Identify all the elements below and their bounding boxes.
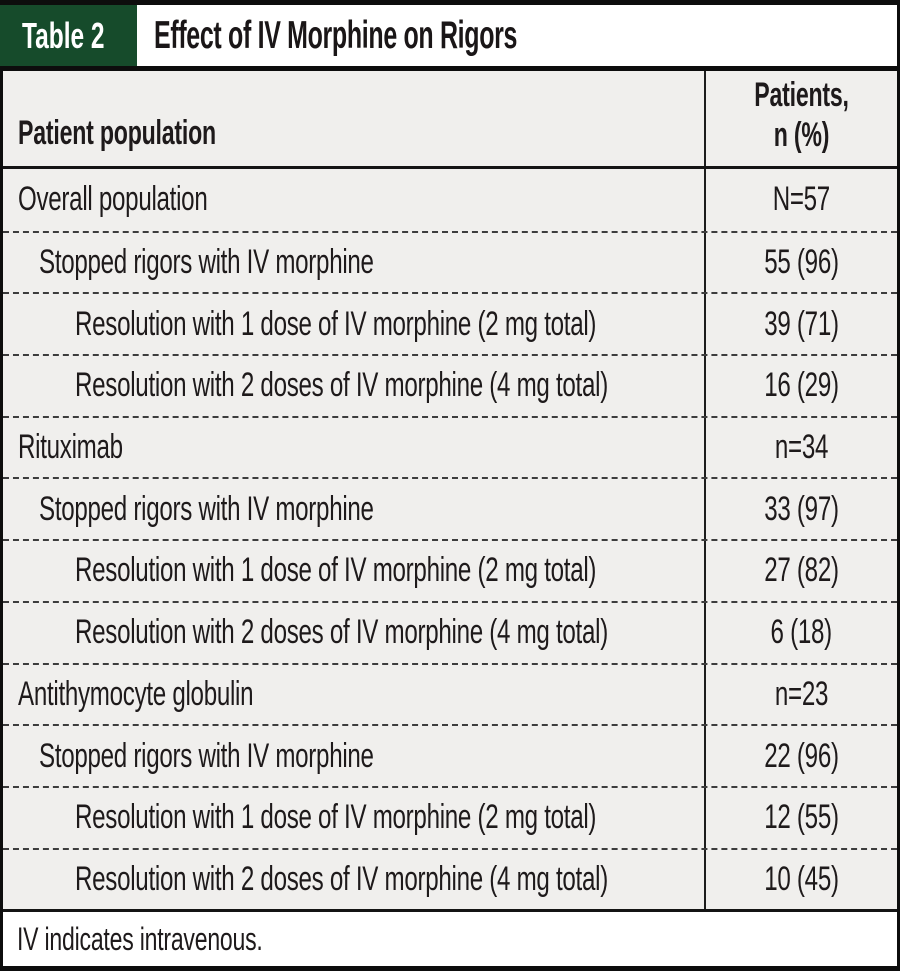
table-title-band: Table 2 Effect of IV Morphine on Rigors (0, 5, 900, 66)
table-row: Resolution with 1 dose of IV morphine (2… (3, 539, 897, 601)
table-row: Rituximab n=34 (3, 415, 897, 478)
table-row: Resolution with 2 doses of IV morphine (… (3, 847, 897, 910)
row-value: 55 (96) (764, 243, 839, 282)
row-label: Stopped rigors with IV morphine (39, 243, 374, 282)
header-cell-population: Patient population (3, 71, 704, 166)
row-label: Stopped rigors with IV morphine (39, 736, 374, 775)
table-title: Effect of IV Morphine on Rigors (154, 13, 518, 57)
row-label: Resolution with 1 dose of IV morphine (2… (75, 551, 597, 590)
row-value: 12 (55) (764, 798, 839, 837)
row-value: 27 (82) (764, 551, 839, 590)
row-value-cell: 10 (45) (704, 849, 897, 910)
row-label: Resolution with 2 doses of IV morphine (… (75, 366, 608, 405)
table-row: Resolution with 2 doses of IV morphine (… (3, 600, 897, 663)
row-label-cell: Resolution with 1 dose of IV morphine (2… (3, 788, 704, 848)
row-label: Overall population (18, 180, 208, 219)
row-value-cell: n=34 (704, 417, 897, 478)
table-row: Stopped rigors with IV morphine 33 (97) (3, 477, 897, 540)
row-value: 39 (71) (764, 304, 839, 343)
table-row: Stopped rigors with IV morphine 55 (96) (3, 230, 897, 293)
row-label-cell: Resolution with 1 dose of IV morphine (2… (3, 541, 704, 601)
row-label-cell: Rituximab (3, 418, 704, 478)
row-value-cell: 27 (82) (704, 541, 897, 601)
column-header-patients: Patients, n (%) (754, 75, 849, 154)
header-cell-patients: Patients, n (%) (704, 71, 897, 166)
row-value-cell: 33 (97) (704, 479, 897, 540)
row-value-cell: 22 (96) (704, 726, 897, 786)
row-label-cell: Resolution with 2 doses of IV morphine (… (3, 356, 704, 416)
footnote-text: IV indicates intravenous. (17, 920, 263, 957)
row-value-cell: 16 (29) (704, 356, 897, 416)
row-value-cell: 55 (96) (704, 232, 897, 293)
top-rule (0, 0, 900, 5)
row-label-cell: Resolution with 2 doses of IV morphine (… (3, 603, 704, 663)
table-number-badge: Table 2 (0, 5, 137, 66)
row-label-cell: Resolution with 2 doses of IV morphine (… (3, 850, 704, 910)
row-label-cell: Overall population (3, 169, 704, 231)
table-title-cell: Effect of IV Morphine on Rigors (137, 5, 897, 66)
row-label: Rituximab (18, 428, 123, 467)
row-label-cell: Antithymocyte globulin (3, 665, 704, 725)
row-label: Resolution with 2 doses of IV morphine (… (75, 859, 608, 898)
row-value: n=34 (774, 428, 829, 467)
row-label: Antithymocyte globulin (18, 674, 254, 713)
row-label-cell: Stopped rigors with IV morphine (3, 233, 704, 293)
row-label: Resolution with 1 dose of IV morphine (2… (75, 798, 597, 837)
row-label-cell: Stopped rigors with IV morphine (3, 479, 704, 539)
row-value: 6 (18) (770, 613, 833, 652)
table-row: Resolution with 1 dose of IV morphine (2… (3, 785, 897, 848)
row-value-cell: N=57 (704, 169, 897, 231)
row-label: Resolution with 1 dose of IV morphine (2… (75, 304, 597, 343)
row-value-cell: 6 (18) (704, 602, 897, 663)
row-value: n=23 (774, 674, 829, 713)
row-value-cell: n=23 (704, 664, 897, 725)
table-number-label: Table 2 (22, 14, 105, 56)
row-label: Resolution with 2 doses of IV morphine (… (75, 613, 608, 652)
row-value: 33 (97) (764, 489, 839, 528)
table-header-row: Patient population Patients, n (%) (3, 71, 897, 169)
table-row: Overall population N=57 (3, 169, 897, 231)
table-row: Stopped rigors with IV morphine 22 (96) (3, 724, 897, 786)
row-value: 22 (96) (764, 736, 839, 775)
row-value: 16 (29) (764, 366, 839, 405)
table-footnote: IV indicates intravenous. (3, 909, 897, 966)
row-value: 10 (45) (764, 859, 839, 898)
row-label: Stopped rigors with IV morphine (39, 489, 374, 528)
table-row: Resolution with 1 dose of IV morphine (2… (3, 292, 897, 355)
row-value-cell: 39 (71) (704, 294, 897, 355)
row-label-cell: Resolution with 1 dose of IV morphine (2… (3, 294, 704, 354)
row-value-cell: 12 (55) (704, 787, 897, 848)
data-table: Patient population Patients, n (%) Overa… (0, 66, 900, 971)
table-row: Resolution with 2 doses of IV morphine (… (3, 354, 897, 416)
column-header-population: Patient population (18, 114, 216, 152)
row-label-cell: Stopped rigors with IV morphine (3, 726, 704, 786)
row-value: N=57 (772, 180, 831, 219)
table-row: Antithymocyte globulin n=23 (3, 662, 897, 725)
